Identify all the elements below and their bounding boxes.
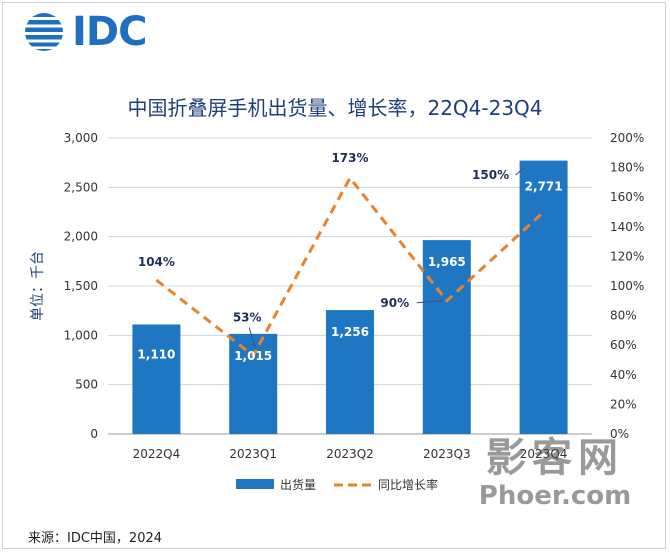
y2-tick-label: 40% (610, 368, 637, 382)
growth-line (155, 175, 545, 358)
y2-tick-label: 60% (610, 338, 637, 352)
y-tick-label: 1,000 (64, 328, 98, 342)
y2-tick-label: 140% (610, 220, 644, 234)
legend-bar-swatch (236, 479, 274, 489)
y-tick-label: 2,500 (64, 180, 98, 194)
y2-tick-label: 80% (610, 309, 637, 323)
bar (519, 160, 568, 434)
y-tick-label: 0 (90, 427, 98, 441)
globe-icon (25, 13, 63, 51)
y2-tick-label: 120% (610, 249, 644, 263)
bar (132, 324, 181, 434)
x-tick-label: 2023Q2 (326, 447, 374, 461)
y-tick-label: 2,000 (64, 230, 98, 244)
x-tick-label: 2023Q4 (520, 447, 568, 461)
x-tick-label: 2022Q4 (133, 447, 181, 461)
idc-logo: IDC (22, 9, 147, 55)
leader-line (515, 167, 524, 176)
bar-value-label: 1,256 (331, 325, 369, 339)
watermark: 影客网 Phoer.com (455, 435, 655, 511)
y-axis-title: 单位：千台 (30, 251, 46, 321)
bar (326, 310, 374, 434)
y2-tick-label: 100% (610, 279, 644, 293)
leader-line (248, 327, 256, 348)
y2-tick-label: 20% (610, 397, 637, 411)
y2-tick-label: 160% (610, 190, 644, 204)
logo-text: IDC (72, 9, 147, 55)
x-tick-label: 2023Q1 (229, 447, 277, 461)
bar-value-label: 2,771 (525, 180, 563, 194)
bar (229, 333, 278, 434)
y-tick-label: 3,000 (64, 131, 98, 145)
bar-value-label: 1,110 (137, 347, 175, 361)
y2-tick-label: 0% (610, 427, 629, 441)
y-tick-label: 1,500 (64, 279, 98, 293)
growth-value-label: 104% (138, 255, 175, 269)
bar-value-label: 1,015 (234, 349, 272, 363)
y2-tick-label: 200% (610, 131, 644, 145)
watermark-line1: 影客网 (486, 435, 624, 481)
source-note: 来源：IDC中国，2024 (28, 531, 163, 546)
watermark-line2: Phoer.com (478, 481, 632, 511)
growth-value-label: 150% (472, 168, 509, 182)
growth-value-label: 173% (331, 151, 368, 165)
bar (422, 240, 471, 434)
chart-title: 中国折叠屏手机出货量、增长率，22Q4-23Q4 (127, 96, 543, 120)
legend-line-label: 同比增长率 (378, 477, 438, 492)
growth-value-label: 53% (233, 311, 262, 325)
leader-line (416, 300, 443, 304)
growth-value-label: 90% (380, 296, 409, 310)
x-tick-label: 2023Q3 (423, 447, 471, 461)
legend-bar-label: 出货量 (280, 477, 316, 492)
y2-tick-label: 180% (610, 161, 644, 175)
bar-value-label: 1,965 (428, 255, 466, 269)
y-tick-label: 500 (75, 378, 98, 392)
